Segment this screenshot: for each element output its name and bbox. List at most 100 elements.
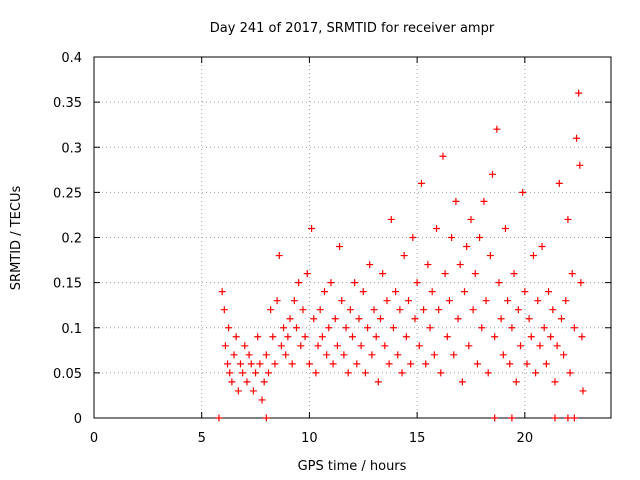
data-point xyxy=(381,342,389,350)
data-point xyxy=(394,351,402,359)
tick-layer: 0 5 10 15 20 0 0.05 0.1 0.15 0.2 0.25 0.3 0.35 0.4 xyxy=(53,51,611,446)
data-point xyxy=(338,297,346,305)
x-axis-label: GPS time / hours xyxy=(298,459,407,474)
data-point xyxy=(329,360,337,368)
data-point xyxy=(301,333,309,341)
plot-frame xyxy=(93,56,612,419)
y-tick-label: 0.15 xyxy=(53,277,82,292)
data-point xyxy=(435,306,443,314)
data-point xyxy=(482,297,490,305)
data-point xyxy=(575,89,583,97)
data-point xyxy=(230,351,238,359)
data-point xyxy=(239,369,247,377)
data-point xyxy=(467,215,475,223)
data-point xyxy=(578,333,586,341)
data-point xyxy=(218,288,226,296)
data-point xyxy=(398,369,406,377)
data-point xyxy=(545,288,553,296)
data-point xyxy=(415,342,423,350)
y-axis-label: SRMTID / TECUs xyxy=(9,186,24,291)
data-point xyxy=(538,243,546,251)
data-point xyxy=(377,315,385,323)
x-tick-label: 0 xyxy=(90,431,98,446)
data-point xyxy=(327,279,335,287)
x-tick-label: 5 xyxy=(198,431,206,446)
data-point xyxy=(383,297,391,305)
data-point xyxy=(525,315,533,323)
data-point xyxy=(433,224,441,232)
data-point xyxy=(325,324,333,332)
data-point xyxy=(430,351,438,359)
data-point xyxy=(241,342,249,350)
data-point xyxy=(463,243,471,251)
data-point xyxy=(260,378,268,386)
data-point xyxy=(359,288,367,296)
data-point xyxy=(303,270,311,278)
data-point xyxy=(495,279,503,287)
y-tick-label: 0.4 xyxy=(61,51,82,66)
data-point xyxy=(286,315,294,323)
data-point xyxy=(422,360,430,368)
data-point xyxy=(486,252,494,260)
data-point xyxy=(465,342,473,350)
data-point xyxy=(508,324,516,332)
data-point xyxy=(437,369,445,377)
data-point xyxy=(353,360,361,368)
data-point xyxy=(297,342,305,350)
data-point xyxy=(476,234,484,241)
data-point xyxy=(439,152,447,160)
data-point xyxy=(320,288,328,296)
data-point xyxy=(413,279,421,287)
data-point xyxy=(514,306,522,314)
data-point xyxy=(215,414,223,422)
chart-title: Day 241 of 2017, SRMTID for receiver amp… xyxy=(210,21,495,36)
data-point xyxy=(295,279,303,287)
data-point xyxy=(426,324,434,332)
data-point xyxy=(489,170,497,178)
data-point xyxy=(566,369,574,377)
data-point xyxy=(553,342,561,350)
data-point xyxy=(256,360,264,368)
data-point xyxy=(417,179,425,187)
data-point xyxy=(549,306,557,314)
data-point xyxy=(411,315,419,323)
data-point xyxy=(277,342,285,350)
data-point xyxy=(349,333,356,341)
data-point xyxy=(361,369,369,377)
data-point xyxy=(366,261,374,269)
data-point xyxy=(374,378,382,386)
data-point xyxy=(249,387,257,395)
data-point xyxy=(532,369,540,377)
data-point xyxy=(579,387,587,395)
data-point xyxy=(243,378,251,386)
grid-layer xyxy=(94,57,611,418)
data-point xyxy=(555,179,563,187)
data-point xyxy=(570,324,578,332)
data-point xyxy=(527,333,535,341)
y-tick-label: 0.2 xyxy=(61,232,82,247)
data-point xyxy=(245,351,253,359)
data-point xyxy=(491,333,499,341)
data-point xyxy=(557,315,565,323)
data-point xyxy=(264,369,272,377)
data-point xyxy=(534,297,542,305)
data-point xyxy=(452,197,460,205)
data-point xyxy=(220,306,228,314)
data-point xyxy=(450,351,458,359)
data-point xyxy=(282,351,290,359)
data-point xyxy=(523,360,531,368)
data-point xyxy=(551,378,559,386)
data-point xyxy=(312,369,320,377)
data-point xyxy=(564,414,572,422)
data-point xyxy=(473,360,481,368)
data-point xyxy=(290,297,298,305)
data-point xyxy=(292,324,300,332)
x-tick-label: 10 xyxy=(301,431,318,446)
y-tick-label: 0.1 xyxy=(61,322,82,337)
data-point xyxy=(547,333,555,341)
data-point xyxy=(299,306,307,314)
data-point xyxy=(396,306,404,314)
data-point xyxy=(368,351,376,359)
data-point xyxy=(510,270,518,278)
data-point xyxy=(506,360,514,368)
